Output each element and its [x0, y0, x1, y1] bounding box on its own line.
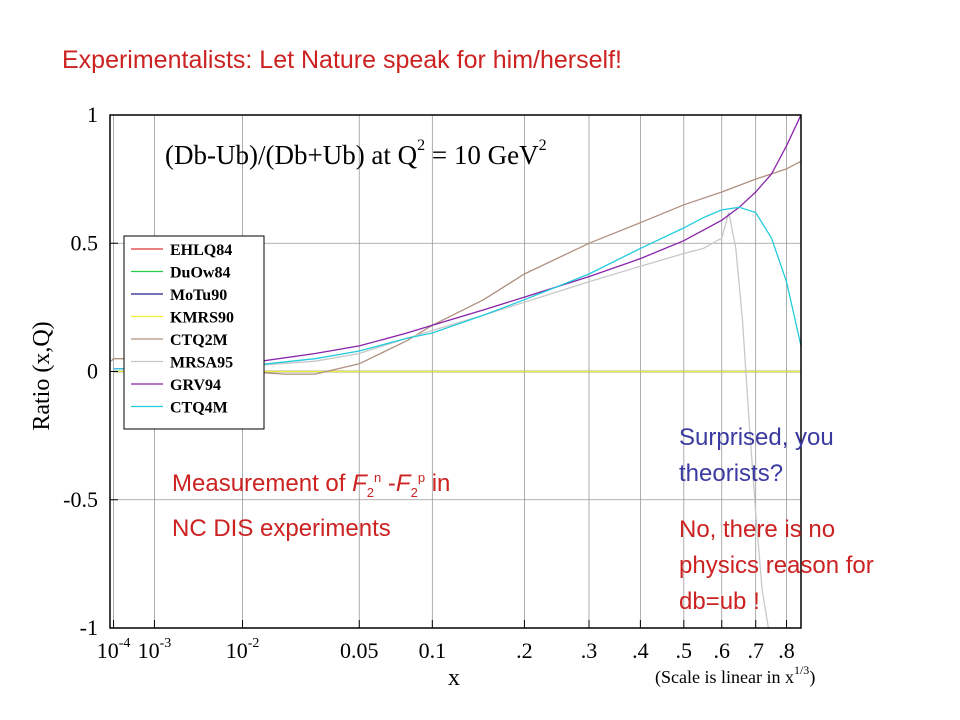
y-tick-label: 0 — [87, 359, 98, 384]
f2p-sub: 2 — [410, 484, 418, 500]
legend: EHLQ84 DuOw84 MoTu90 KMRS90 CTQ2M MRSA95 GRV94… — [123, 235, 265, 430]
x-tick-label: 0.05 — [340, 638, 379, 663]
reason-note: No, there is no physics reason for db=ub… — [679, 516, 874, 615]
measurement-dash: - — [381, 470, 396, 497]
x-scale-note: (Scale is linear in x1/3) — [655, 663, 815, 688]
legend-label-mrsa95: MRSA95 — [170, 355, 233, 372]
x-tick-label: 10-3 — [138, 636, 172, 663]
y-tick-label: 1 — [87, 102, 98, 127]
chart-title-sup: 2 — [417, 137, 425, 154]
legend-label-ctq4m: CTQ4M — [170, 400, 228, 417]
x-axis-label: x — [448, 665, 460, 691]
chart-title-text: (Db-Ub)/(Db+Ub) at Q — [165, 140, 418, 170]
x-tick-label: .8 — [778, 638, 795, 663]
legend-box — [123, 235, 265, 430]
f2n-sup: n — [374, 470, 382, 485]
surprised-note: Surprised, you theorists? — [679, 424, 834, 487]
measurement-note: Measurement of F2n -F2p in NC DIS experi… — [172, 460, 450, 547]
x-scale-note-sup: 1/3 — [794, 663, 809, 677]
x-scale-note-end: ) — [809, 667, 815, 688]
f2p-symbol: F — [395, 470, 411, 497]
y-tick-label: 0.5 — [71, 230, 99, 255]
y-tick-label: -1 — [80, 615, 98, 640]
x-tick-label: 0.1 — [419, 638, 447, 663]
legend-label-grv94: GRV94 — [170, 377, 221, 394]
legend-label-duow84: DuOw84 — [170, 265, 230, 282]
legend-label-motu90: MoTu90 — [170, 287, 227, 304]
series-line-mrsa95 — [113, 212, 770, 628]
x-tick-label: 10-2 — [226, 636, 260, 663]
legend-label-ehlq84: EHLQ84 — [170, 242, 232, 259]
x-tick-label: 10-4 — [97, 636, 131, 663]
chart-title-mid: = 10 GeV — [425, 140, 539, 170]
x-scale-note-text: (Scale is linear in x — [655, 667, 794, 688]
y-axis-label: Ratio (x,Q) — [29, 321, 55, 430]
y-tick-label: -0.5 — [63, 487, 98, 512]
chart-title-sup2: 2 — [539, 137, 547, 154]
f2p-sup: p — [417, 470, 426, 485]
chart-title: (Db-Ub)/(Db+Ub) at Q2 = 10 GeV2 — [165, 137, 547, 170]
tick-layer: 10-4 10-3 10-2 0.05 0.1 .2 .3 .4 .5 .6 .7 .8 1 0.5 0 -0… — [63, 102, 795, 663]
measurement-prefix: Measurement of — [172, 470, 353, 497]
x-tick-label: .3 — [581, 638, 598, 663]
x-tick-label: .5 — [676, 638, 693, 663]
measurement-note-line1: Measurement of F2n -F2p in — [172, 460, 450, 511]
f2n-symbol: F — [352, 470, 367, 497]
x-tick-label: .4 — [632, 638, 649, 663]
measurement-suffix: in — [425, 470, 451, 497]
f2n-sub: 2 — [366, 484, 374, 500]
x-tick-label: .6 — [714, 638, 731, 663]
series-line-ctq4m — [113, 206, 801, 370]
legend-label-kmrs90: KMRS90 — [170, 310, 234, 327]
legend-label-ctq2m: CTQ2M — [170, 332, 228, 349]
x-tick-label: .2 — [516, 638, 533, 663]
slide-title: Experimentalists: Let Nature speak for h… — [62, 46, 622, 74]
measurement-note-line2: NC DIS experiments — [172, 514, 391, 542]
x-tick-label: .7 — [747, 638, 764, 663]
